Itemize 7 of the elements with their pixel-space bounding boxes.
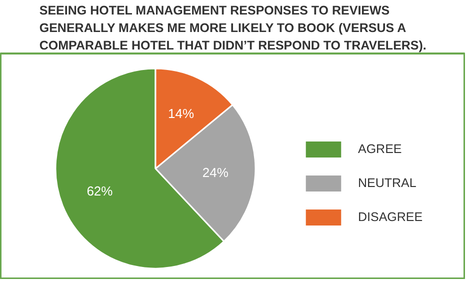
data-label: 24% (202, 164, 229, 180)
data-label: 62% (86, 183, 114, 198)
data-label: 14% (168, 106, 194, 122)
legend-label: AGREE (358, 142, 402, 156)
chart-title: SEEING HOTEL MANAGEMENT RESPONSES TO REVIEWS GENERALLY MAKES ME MORE LIKELY TO BOOK (VERSUS A COMPARABLE HOTEL THAT DIDN’T RESPOND TO TRAVELERS). (39, 4, 426, 52)
legend-label: DISAGREE (358, 210, 423, 224)
legend-label: NEUTRAL (358, 176, 416, 190)
